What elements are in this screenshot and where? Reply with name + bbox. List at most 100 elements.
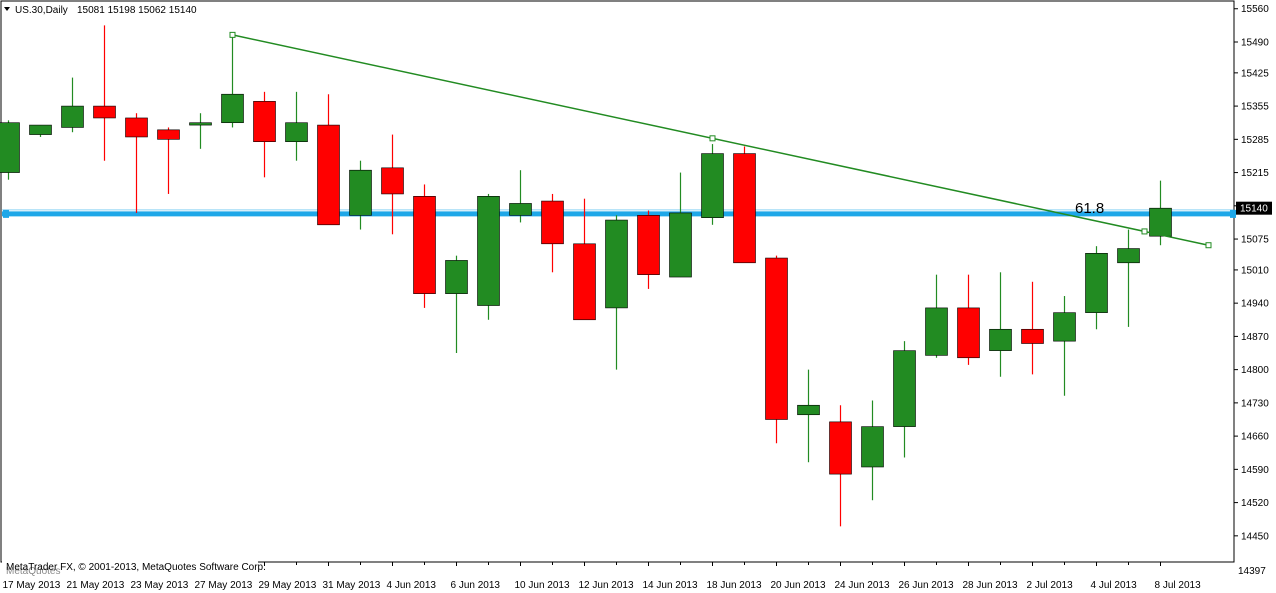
x-tick-label: 28 Jun 2013 <box>963 580 1018 591</box>
bear-candle[interactable] <box>637 210 660 289</box>
bull-candle[interactable] <box>445 255 468 354</box>
bear-candle[interactable] <box>765 255 788 444</box>
bear-candle[interactable] <box>829 405 852 527</box>
x-tick-label: 18 Jun 2013 <box>707 580 762 591</box>
support-line-handle-right[interactable] <box>1230 209 1236 218</box>
x-tick-label: 21 May 2013 <box>67 580 125 591</box>
candle-body <box>253 101 276 143</box>
candle-body <box>605 219 628 309</box>
candle-body <box>0 122 20 173</box>
x-tick-label: 17 May 2013 <box>3 580 61 591</box>
bull-candle[interactable] <box>189 113 212 149</box>
bull-candle[interactable] <box>1053 296 1076 396</box>
bear-candle[interactable] <box>1021 281 1044 375</box>
trendline-anchor[interactable] <box>1205 242 1212 249</box>
x-tick-label: 14 Jun 2013 <box>643 580 698 591</box>
support-line-handle-left[interactable] <box>3 209 9 218</box>
candle-body <box>93 105 116 119</box>
chevron-down-icon[interactable] <box>4 7 10 11</box>
x-tick-label: 4 Jun 2013 <box>387 580 437 591</box>
y-tick-label: 14730 <box>1241 398 1269 409</box>
candle-body <box>221 93 244 124</box>
bear-candle[interactable] <box>157 127 180 194</box>
candle-body <box>413 196 436 294</box>
y-tick-label: 15355 <box>1241 102 1269 113</box>
bear-candle[interactable] <box>541 193 564 273</box>
copyright-text: MetaTrader FX, © 2001-2013, MetaQuotes S… <box>6 562 266 573</box>
bull-candle[interactable] <box>29 124 52 137</box>
bull-candle[interactable] <box>989 272 1012 377</box>
candle-body <box>733 153 756 264</box>
candle-body <box>381 167 404 195</box>
candle-body <box>829 421 852 475</box>
candle-body <box>1117 248 1140 264</box>
y-tick-label: 15075 <box>1241 235 1269 246</box>
candle-body <box>669 212 692 278</box>
fib-level-label: 61.8 <box>1075 200 1104 217</box>
bear-candle[interactable] <box>317 94 340 226</box>
candles[interactable] <box>0 25 1172 527</box>
y-tick-label: 15425 <box>1241 68 1269 79</box>
trendline-anchor[interactable] <box>1141 228 1148 235</box>
bull-candle[interactable] <box>893 341 916 458</box>
bull-candle[interactable] <box>925 274 948 358</box>
bear-candle[interactable] <box>573 198 596 321</box>
y-tick-label: 14590 <box>1241 465 1269 476</box>
candle-body <box>861 426 884 468</box>
bull-candle[interactable] <box>797 369 820 463</box>
trendline-anchor[interactable] <box>229 31 236 38</box>
x-tick-label: 8 Jul 2013 <box>1155 580 1202 591</box>
candle-body <box>29 124 52 135</box>
bull-candle[interactable] <box>1117 229 1140 327</box>
candle-body <box>317 124 340 226</box>
trendline[interactable] <box>232 34 1209 246</box>
bear-candle[interactable] <box>733 146 756 264</box>
bear-candle[interactable] <box>93 25 116 161</box>
x-tick-label: 31 May 2013 <box>323 580 381 591</box>
bull-candle[interactable] <box>509 170 532 223</box>
bear-candle[interactable] <box>413 184 436 308</box>
trendline-anchor[interactable] <box>709 135 716 142</box>
candle-body <box>701 153 724 218</box>
bull-candle[interactable] <box>349 160 372 230</box>
candle-body <box>573 243 596 321</box>
trendline-layer[interactable] <box>229 31 1212 249</box>
ohlc-readout: 15081 15198 15062 15140 <box>77 5 197 16</box>
bull-candle[interactable] <box>285 91 308 161</box>
svg-text:15140: 15140 <box>1240 204 1268 215</box>
y-tick-label: 15215 <box>1241 168 1269 179</box>
symbol-title: US.30,Daily <box>15 5 68 16</box>
x-tick-label: 27 May 2013 <box>195 580 253 591</box>
bottom-axis-price: 14397 <box>1238 566 1266 577</box>
bull-candle[interactable] <box>861 400 884 501</box>
copyright-box <box>2 560 258 573</box>
bull-candle[interactable] <box>477 193 500 320</box>
y-tick-label: 14660 <box>1241 432 1269 443</box>
bull-candle[interactable] <box>61 77 84 133</box>
bull-candle[interactable] <box>605 215 628 370</box>
candle-body <box>349 169 372 216</box>
x-tick-label: 20 Jun 2013 <box>771 580 826 591</box>
x-tick-label: 29 May 2013 <box>259 580 317 591</box>
y-tick-label: 15560 <box>1241 4 1269 15</box>
bull-candle[interactable] <box>1085 246 1108 330</box>
bear-candle[interactable] <box>125 113 148 213</box>
candle-body <box>1149 207 1172 237</box>
x-tick-label: 12 Jun 2013 <box>579 580 634 591</box>
bull-candle[interactable] <box>701 144 724 225</box>
bear-candle[interactable] <box>957 274 980 365</box>
candle-body <box>637 215 660 275</box>
y-tick-label: 14800 <box>1241 365 1269 376</box>
bull-candle[interactable] <box>0 120 20 180</box>
x-tick-label: 10 Jun 2013 <box>515 580 570 591</box>
horizontal-line-layer[interactable] <box>2 209 1236 218</box>
bull-candle[interactable] <box>669 172 692 278</box>
candle-body <box>893 350 916 427</box>
bear-candle[interactable] <box>253 91 276 178</box>
candle-body <box>125 117 148 138</box>
candle-body <box>925 307 948 356</box>
bear-candle[interactable] <box>381 134 404 235</box>
x-tick-label: 6 Jun 2013 <box>451 580 501 591</box>
bull-candle[interactable] <box>221 37 244 128</box>
